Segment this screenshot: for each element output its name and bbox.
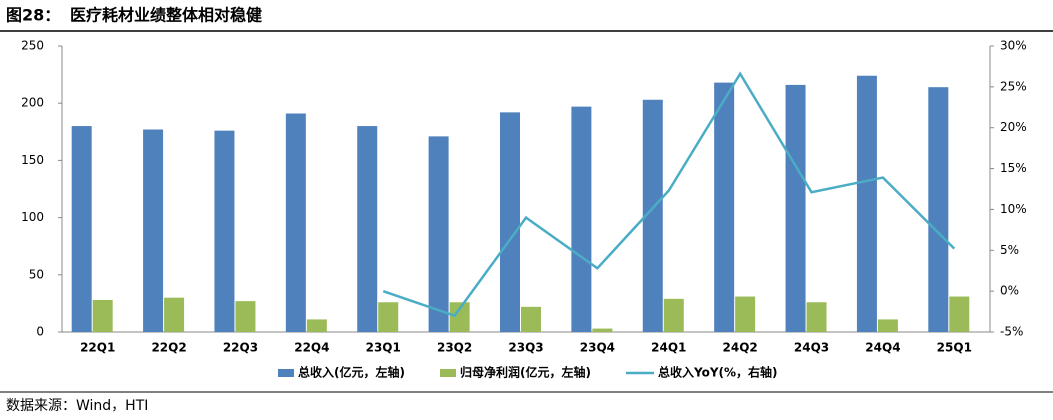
y-tick-label: 0	[36, 325, 44, 339]
bar	[306, 319, 327, 332]
bar	[285, 113, 306, 332]
y-tick-label: 200	[21, 96, 44, 110]
bar	[143, 129, 164, 332]
bar	[214, 130, 235, 332]
bar	[592, 328, 613, 332]
x-tick-label: 23Q2	[437, 341, 472, 355]
bar	[357, 126, 378, 332]
bar	[735, 296, 756, 332]
bar	[949, 296, 970, 332]
bar	[521, 306, 541, 332]
bar	[642, 99, 663, 332]
y2-tick-label: 30%	[1000, 39, 1027, 53]
bar	[663, 298, 684, 332]
x-tick-label: 22Q2	[151, 341, 186, 355]
y2-tick-label: 20%	[1000, 120, 1027, 134]
x-tick-label: 23Q1	[366, 341, 401, 355]
source: 数据来源：Wind，HTI	[6, 398, 148, 414]
y-tick-label: 50	[29, 267, 44, 281]
y-tick-label: 250	[21, 39, 44, 53]
figure-label: 图28：	[6, 6, 60, 25]
bar	[928, 87, 949, 333]
y-tick-label: 150	[21, 153, 44, 167]
x-tick-label: 23Q4	[580, 341, 615, 355]
y2-tick-label: 15%	[1000, 161, 1027, 175]
y2-tick-label: 0%	[1000, 284, 1019, 298]
bar	[877, 319, 898, 332]
y-tick-label: 100	[21, 210, 44, 224]
legend-swatch	[278, 369, 294, 377]
bar	[428, 136, 449, 332]
bar	[571, 106, 592, 333]
bar	[378, 302, 399, 332]
bar	[92, 299, 113, 332]
bar	[235, 301, 256, 332]
y2-tick-label: 10%	[1000, 202, 1027, 216]
legend-label: 总收入YoY(%，右轴)	[658, 365, 778, 380]
bar	[500, 112, 520, 333]
x-tick-label: 22Q4	[294, 341, 329, 355]
bar	[714, 82, 735, 332]
x-tick-label: 24Q2	[723, 341, 758, 355]
legend-label: 归母净利润(亿元，左轴)	[460, 365, 591, 380]
x-tick-label: 23Q3	[508, 341, 543, 355]
y2-tick-label: -5%	[1000, 325, 1023, 339]
x-tick-label: 24Q4	[865, 341, 900, 355]
x-tick-label: 22Q1	[80, 341, 115, 355]
chart-title: 医疗耗材业绩整体相对稳健	[70, 6, 262, 25]
x-tick-label: 25Q1	[937, 341, 972, 355]
x-tick-label: 24Q1	[651, 341, 686, 355]
legend-swatch	[440, 369, 456, 377]
bar	[164, 297, 185, 332]
bar	[806, 302, 827, 332]
bar	[71, 126, 92, 332]
y2-tick-label: 5%	[1000, 243, 1019, 257]
bar	[785, 84, 806, 333]
x-tick-label: 24Q3	[794, 341, 829, 355]
legend-label: 总收入(亿元，左轴)	[298, 365, 405, 380]
y2-tick-label: 25%	[1000, 79, 1027, 93]
bar	[856, 75, 877, 332]
bar	[449, 302, 470, 332]
line	[382, 71, 956, 318]
x-tick-label: 22Q3	[223, 341, 258, 355]
